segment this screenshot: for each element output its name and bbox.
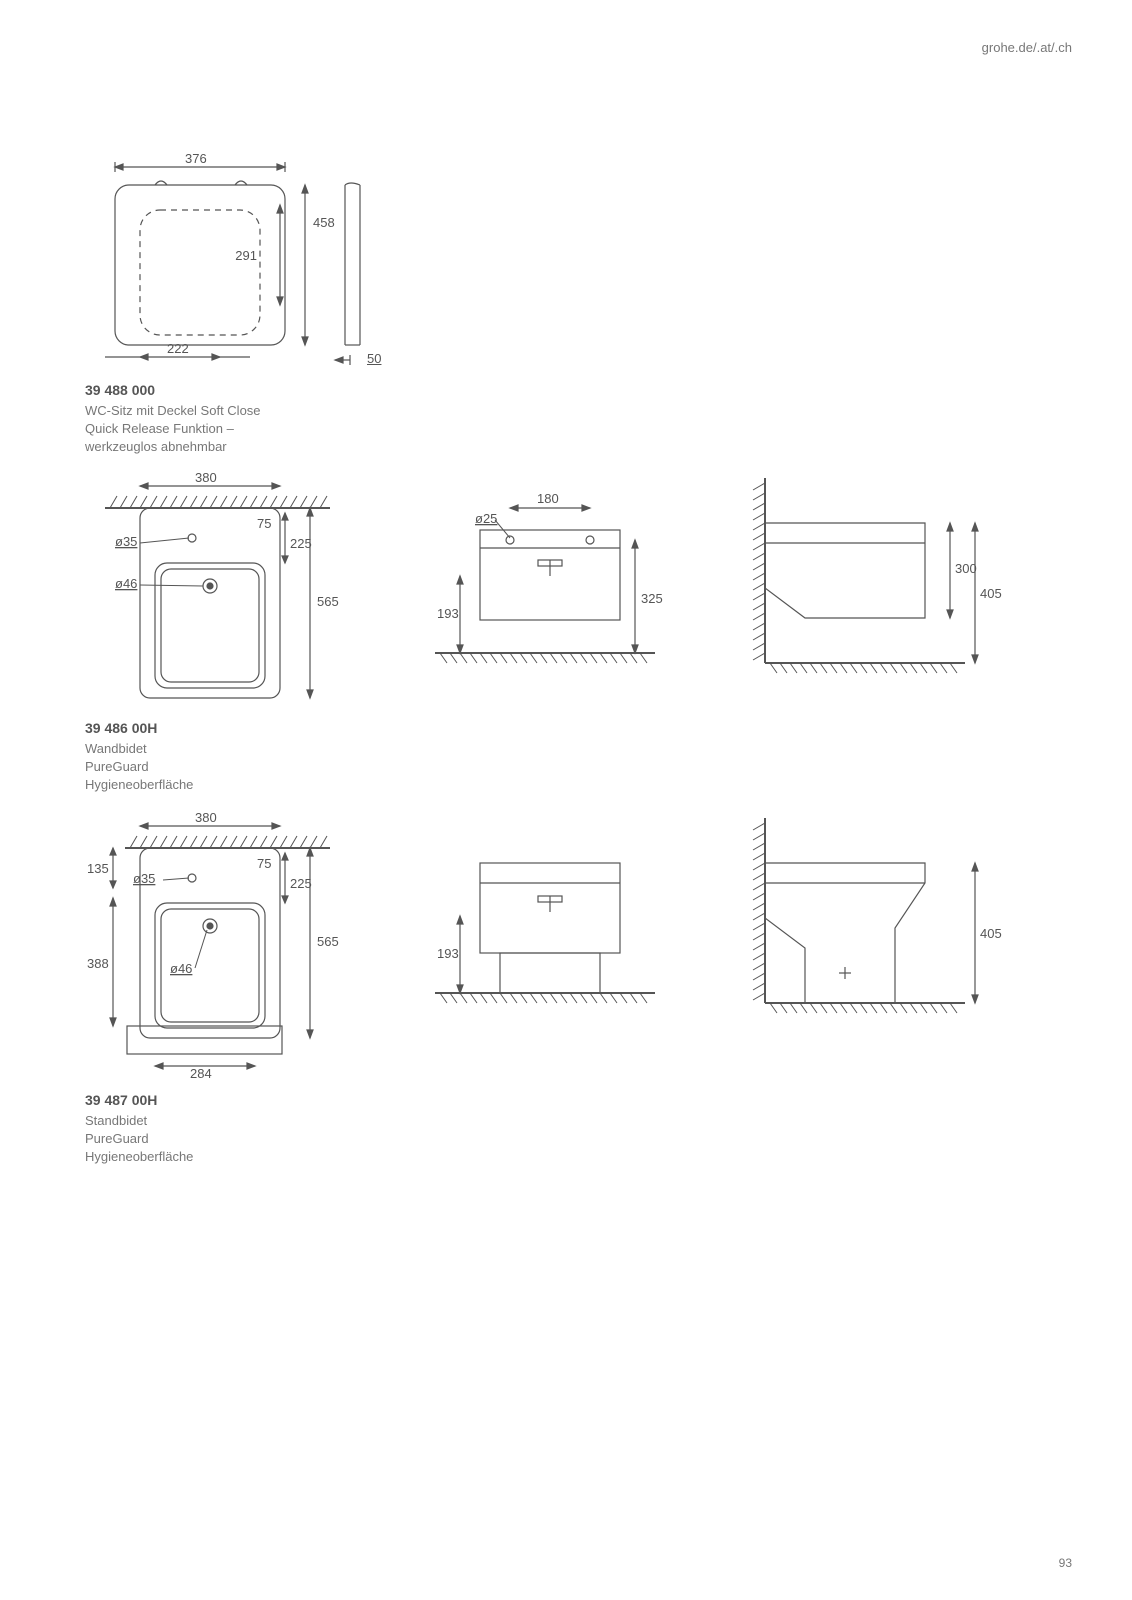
product-text-1: 39 488 000 WC-Sitz mit Deckel Soft Close… — [85, 382, 261, 457]
diagram-row-3: 380 75 225 565 135 388 ø35 ø46 — [85, 808, 1005, 1078]
diagram-standbidet-top: 380 75 225 565 135 388 ø35 ø46 — [85, 808, 345, 1078]
diagram-wandbidet-side: 300 405 — [745, 468, 1005, 678]
dim-376: 376 — [185, 151, 207, 166]
product-code: 39 488 000 — [85, 382, 261, 398]
dim-325: 325 — [641, 591, 663, 606]
dim-300: 300 — [955, 561, 977, 576]
desc-line: PureGuard — [85, 758, 193, 776]
product-block-1: 376 458 291 222 — [85, 145, 385, 365]
dim-135: 135 — [87, 861, 109, 876]
diagram-standbidet-front: 193 — [425, 808, 665, 1008]
diagram-wandbidet-front: 180 ø25 193 325 — [425, 468, 665, 668]
dim-291: 291 — [235, 248, 257, 263]
desc-line: Standbidet — [85, 1112, 193, 1130]
desc-line: Hygieneoberfläche — [85, 776, 193, 794]
dim-565: 565 — [317, 594, 339, 609]
dim-50: 50 — [367, 351, 381, 365]
dim-405: 405 — [980, 586, 1002, 601]
dim-d35: ø35 — [133, 871, 155, 886]
dim-225: 225 — [290, 876, 312, 891]
dim-193: 193 — [437, 606, 459, 621]
desc-line: Wandbidet — [85, 740, 193, 758]
desc-line: PureGuard — [85, 1130, 193, 1148]
product-code: 39 487 00H — [85, 1092, 193, 1108]
dim-d35: ø35 — [115, 534, 137, 549]
product-desc: Standbidet PureGuard Hygieneoberfläche — [85, 1112, 193, 1167]
product-desc: Wandbidet PureGuard Hygieneoberfläche — [85, 740, 193, 795]
dim-565: 565 — [317, 934, 339, 949]
desc-line: WC-Sitz mit Deckel Soft Close — [85, 402, 261, 420]
dim-380: 380 — [195, 470, 217, 485]
dim-380: 380 — [195, 810, 217, 825]
dim-d25: ø25 — [475, 511, 497, 526]
diagram-wandbidet-top: 380 75 225 565 ø35 ø46 — [85, 468, 345, 708]
header-link: grohe.de/.at/.ch — [982, 40, 1072, 55]
dim-222: 222 — [167, 341, 189, 356]
dim-405: 405 — [980, 926, 1002, 941]
diagram-seat: 376 458 291 222 — [85, 145, 385, 365]
desc-line: Hygieneoberfläche — [85, 1148, 193, 1166]
dim-75: 75 — [257, 856, 271, 871]
dim-d46: ø46 — [170, 961, 192, 976]
dim-75: 75 — [257, 516, 271, 531]
dim-284: 284 — [190, 1066, 212, 1078]
diagram-row-2: 380 75 225 565 ø35 ø46 — [85, 468, 1005, 708]
dim-388: 388 — [87, 956, 109, 971]
dim-d46: ø46 — [115, 576, 137, 591]
dim-180: 180 — [537, 491, 559, 506]
page-number: 93 — [1059, 1556, 1072, 1570]
dim-225: 225 — [290, 536, 312, 551]
dim-193: 193 — [437, 946, 459, 961]
diagram-standbidet-side: 405 — [745, 808, 1005, 1018]
desc-line: Quick Release Funktion – — [85, 420, 261, 438]
product-text-2: 39 486 00H Wandbidet PureGuard Hygieneob… — [85, 720, 193, 795]
product-desc: WC-Sitz mit Deckel Soft Close Quick Rele… — [85, 402, 261, 457]
product-code: 39 486 00H — [85, 720, 193, 736]
product-text-3: 39 487 00H Standbidet PureGuard Hygieneo… — [85, 1092, 193, 1167]
desc-line: werkzeuglos abnehmbar — [85, 438, 261, 456]
dim-458: 458 — [313, 215, 335, 230]
